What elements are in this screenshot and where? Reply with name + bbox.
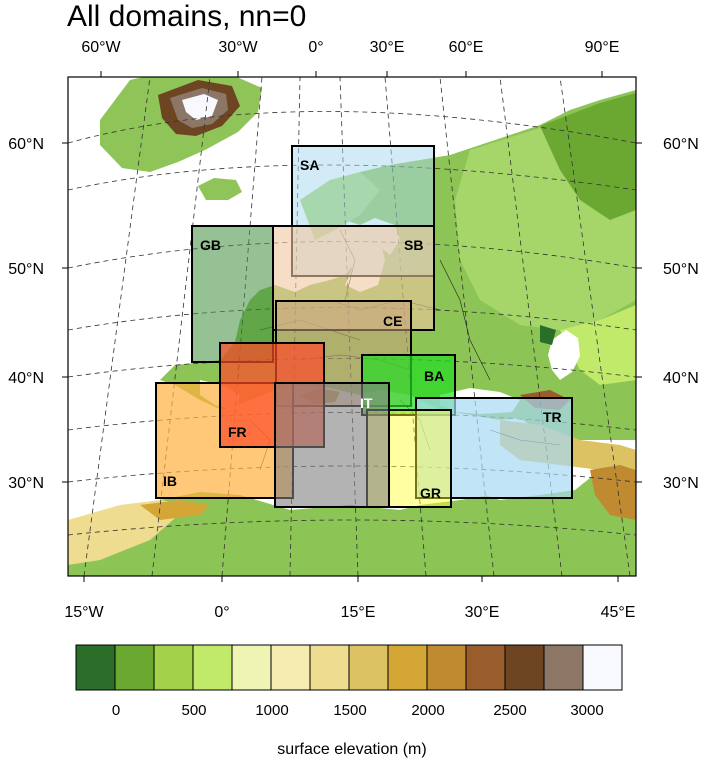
domain-ce-label: CE bbox=[383, 313, 402, 329]
bottom-lon-labels: 15°W 0° 15°E 30°E 45°E bbox=[64, 604, 635, 621]
domain-gr-label: GR bbox=[420, 485, 441, 501]
colorbar-tick-label: 3000 bbox=[570, 702, 603, 719]
colorbar-tick-label: 1000 bbox=[255, 702, 288, 719]
colorbar-swatch bbox=[192, 644, 233, 691]
colorbar-swatch bbox=[582, 644, 623, 691]
lon-label: 45°E bbox=[601, 604, 636, 621]
map-title: All domains, nn=0 bbox=[67, 0, 306, 33]
domain-it-box bbox=[274, 382, 390, 508]
domain-fr-label: FR bbox=[228, 424, 247, 440]
lon-label: 60°W bbox=[81, 39, 121, 56]
colorbar-swatch bbox=[504, 644, 545, 691]
colorbar-swatch bbox=[465, 644, 506, 691]
lat-label: 60°N bbox=[8, 136, 44, 153]
lon-label: 90°E bbox=[585, 39, 620, 56]
lat-label: 30°N bbox=[8, 475, 44, 492]
lon-label: 30°E bbox=[370, 39, 405, 56]
iceland-landmass bbox=[198, 178, 242, 200]
lon-label: 0° bbox=[214, 604, 229, 621]
colorbar-ticks: 0 500 1000 1500 2000 2500 3000 bbox=[112, 702, 604, 719]
lat-label: 40°N bbox=[8, 370, 44, 387]
right-lat-labels: 60°N 50°N 40°N 30°N bbox=[663, 136, 699, 492]
colorbar-tick-label: 0 bbox=[112, 702, 120, 719]
colorbar-tick-label: 1500 bbox=[333, 702, 366, 719]
lat-label: 50°N bbox=[663, 261, 699, 278]
lon-label: 60°E bbox=[449, 39, 484, 56]
colorbar-swatch bbox=[231, 644, 272, 691]
domain-boxes bbox=[155, 145, 573, 508]
lon-label: 30°E bbox=[465, 604, 500, 621]
top-lon-labels: 60°W 30°W 0° 30°E 60°E 90°E bbox=[81, 39, 619, 56]
map-panel: SA SB GB CE FR BA IT TR IB GR bbox=[62, 71, 642, 582]
domain-it-label: IT bbox=[360, 395, 373, 411]
caspian-sea bbox=[548, 330, 580, 380]
domain-labels: SA SB GB CE FR BA IT TR IB GR bbox=[163, 157, 562, 501]
colorbar-swatch bbox=[153, 644, 194, 691]
colorbar-swatch bbox=[114, 644, 155, 691]
colorbar-swatch bbox=[270, 644, 311, 691]
colorbar-tick-label: 2000 bbox=[411, 702, 444, 719]
lon-label: 0° bbox=[308, 39, 323, 56]
colorbar-swatch bbox=[426, 644, 467, 691]
lon-label: 15°W bbox=[64, 604, 104, 621]
domain-tr-box bbox=[415, 397, 573, 499]
domain-sa-label: SA bbox=[300, 157, 319, 173]
colorbar-swatch bbox=[348, 644, 389, 691]
domain-gb-label: GB bbox=[200, 237, 221, 253]
lat-label: 60°N bbox=[663, 136, 699, 153]
colorbar-swatch bbox=[543, 644, 584, 691]
domain-sb-label: SB bbox=[404, 237, 423, 253]
lon-label: 30°W bbox=[218, 39, 258, 56]
colorbar-swatch bbox=[387, 644, 428, 691]
lat-label: 50°N bbox=[8, 261, 44, 278]
frame-ticks bbox=[62, 71, 642, 582]
domain-gb-box bbox=[191, 225, 274, 363]
domain-ba-label: BA bbox=[424, 368, 444, 384]
left-lat-labels: 60°N 50°N 40°N 30°N bbox=[8, 136, 44, 492]
colorbar bbox=[75, 644, 623, 691]
lat-label: 30°N bbox=[663, 475, 699, 492]
greenland-ice bbox=[182, 94, 218, 120]
colorbar-swatch bbox=[309, 644, 350, 691]
lon-label: 15°E bbox=[341, 604, 376, 621]
atlas-mountains bbox=[140, 500, 210, 520]
map-frame bbox=[67, 76, 637, 577]
colorbar-swatch bbox=[75, 644, 116, 691]
central-asia-lowland bbox=[560, 305, 636, 385]
domain-ib-label: IB bbox=[163, 473, 177, 489]
colorbar-tick-label: 2500 bbox=[493, 702, 526, 719]
domain-tr-label: TR bbox=[543, 409, 562, 425]
lat-label: 40°N bbox=[663, 370, 699, 387]
colorbar-tick-label: 500 bbox=[181, 702, 206, 719]
northern-eurasia bbox=[540, 93, 636, 220]
colorbar-label: surface elevation (m) bbox=[277, 741, 426, 758]
caspian-basin bbox=[540, 325, 556, 345]
